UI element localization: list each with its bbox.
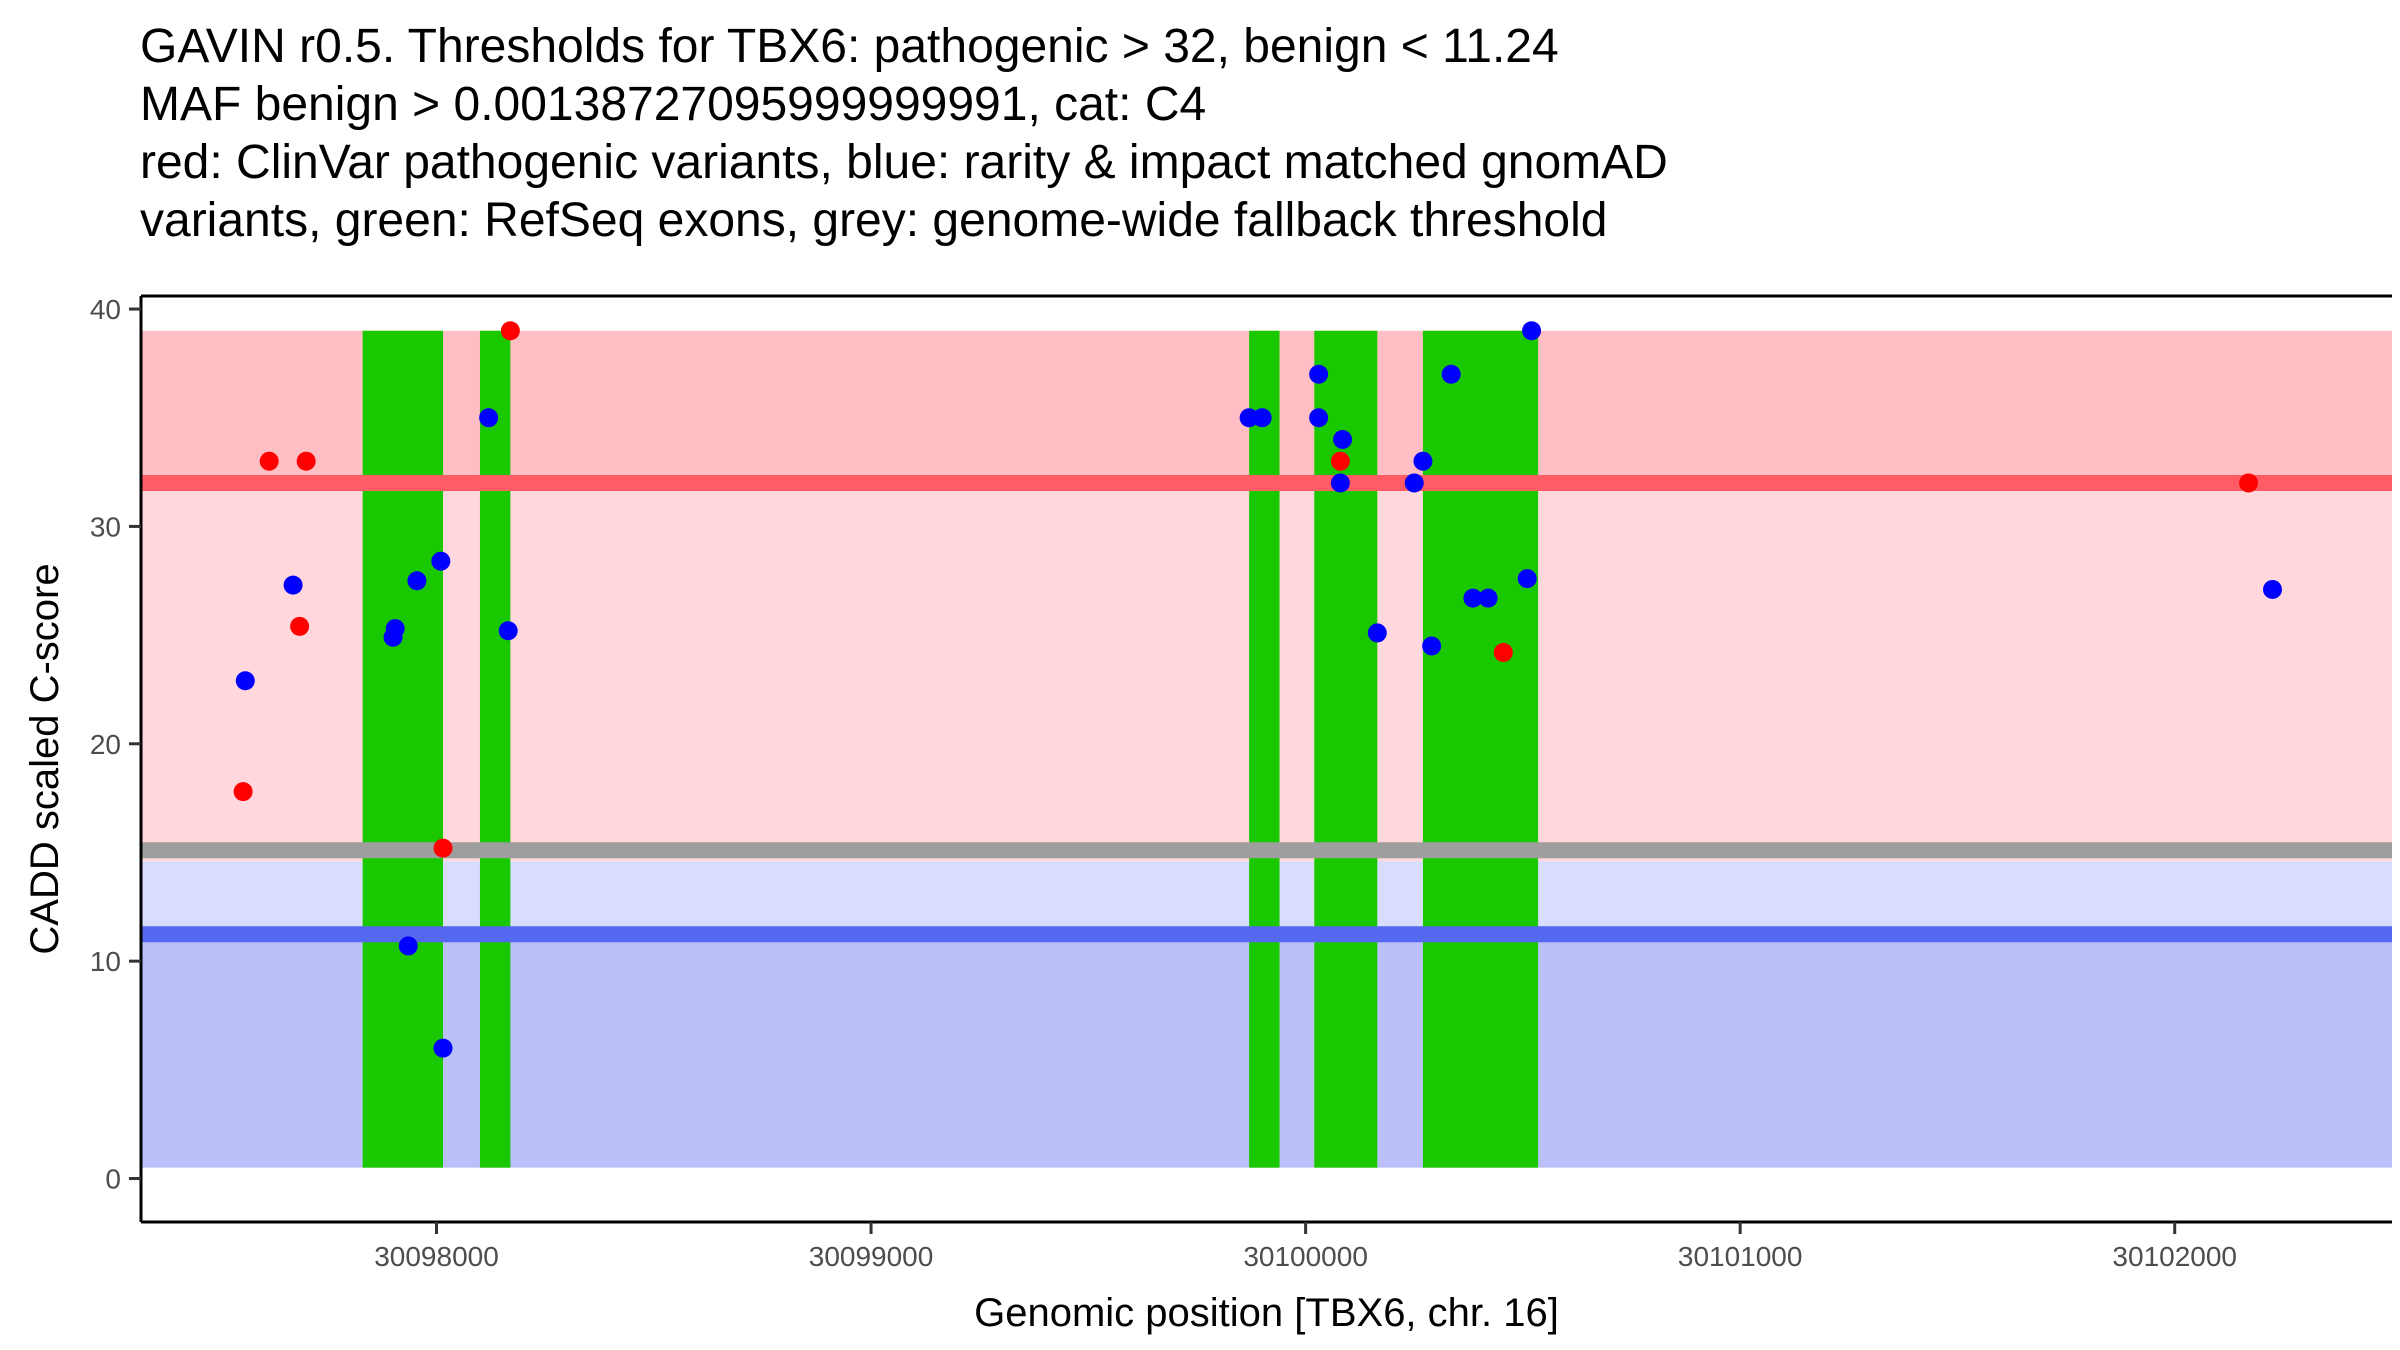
y-tick-label: 10: [90, 946, 121, 977]
clinvar-point: [2239, 473, 2259, 493]
gnomad-point: [1330, 473, 1350, 493]
x-tick-label: 30099000: [809, 1241, 934, 1272]
gnomad-point: [1309, 408, 1329, 428]
exon-bar: [1314, 330, 1378, 1168]
title-line-1: GAVIN r0.5. Thresholds for TBX6: pathoge…: [140, 20, 1559, 73]
title-line-2: MAF benign > 0.00138727095999999991, cat…: [140, 78, 1207, 131]
gnomad-point: [283, 575, 303, 595]
gnomad-point: [1463, 588, 1483, 608]
y-tick-label: 30: [90, 511, 121, 542]
y-axis-title: CADD scaled C-score: [23, 563, 67, 954]
gnomad-point: [433, 1038, 453, 1058]
gnomad-point: [1309, 364, 1329, 384]
gnomad-point: [1252, 408, 1272, 428]
x-axis-title: Genomic position [TBX6, chr. 16]: [974, 1291, 1559, 1335]
gnomad-point: [1517, 569, 1537, 589]
gnomad-point: [1441, 364, 1461, 384]
clinvar-point: [233, 782, 253, 802]
x-tick-label: 30100000: [1243, 1241, 1368, 1272]
gnomad-point: [479, 408, 499, 428]
y-tick-label: 0: [105, 1164, 121, 1195]
exon-bar: [479, 330, 511, 1168]
gnomad-point: [1333, 429, 1353, 449]
gnomad-point: [498, 621, 518, 641]
clinvar-point: [500, 321, 520, 341]
gnomad-point: [1422, 636, 1442, 656]
exon-bar: [1249, 330, 1280, 1168]
gnomad-point: [235, 671, 255, 691]
gnomad-point: [1239, 408, 1259, 428]
title-line-4: variants, green: RefSeq exons, grey: gen…: [140, 194, 1608, 247]
gnomad-point: [398, 936, 418, 956]
axes: 0 10 20 30 40 30098000 30099000 30100000 3010100…: [90, 294, 2392, 1272]
exon-bar: [1422, 330, 1539, 1168]
gnomad-point: [1413, 451, 1433, 471]
clinvar-point: [296, 451, 316, 471]
gnomad-point: [407, 571, 427, 591]
gnomad-point: [1478, 588, 1498, 608]
clinvar-point: [433, 838, 453, 858]
clinvar-point: [1493, 642, 1513, 662]
exon-bars: [362, 330, 1539, 1168]
variant-points: [233, 321, 2282, 1058]
clinvar-point: [259, 451, 279, 471]
y-tick-label: 40: [90, 294, 121, 325]
title-line-3: red: ClinVar pathogenic variants, blue: …: [140, 136, 1668, 189]
gnomad-point: [431, 551, 451, 571]
gnomad-point: [1522, 321, 1542, 341]
x-tick-label: 30102000: [2112, 1241, 2237, 1272]
clinvar-point: [290, 616, 310, 636]
gnomad-point: [383, 627, 403, 647]
gnomad-point: [2262, 579, 2282, 599]
threshold-lines: [141, 474, 2392, 943]
exon-bar: [362, 330, 444, 1168]
y-tick-label: 20: [90, 729, 121, 760]
gnomad-point: [1404, 473, 1424, 493]
chart-title: GAVIN r0.5. Thresholds for TBX6: pathoge…: [140, 18, 1668, 250]
gnomad-point: [1367, 623, 1387, 643]
x-tick-label: 30098000: [374, 1241, 499, 1272]
clinvar-point: [1330, 451, 1350, 471]
x-tick-label: 30101000: [1678, 1241, 1803, 1272]
